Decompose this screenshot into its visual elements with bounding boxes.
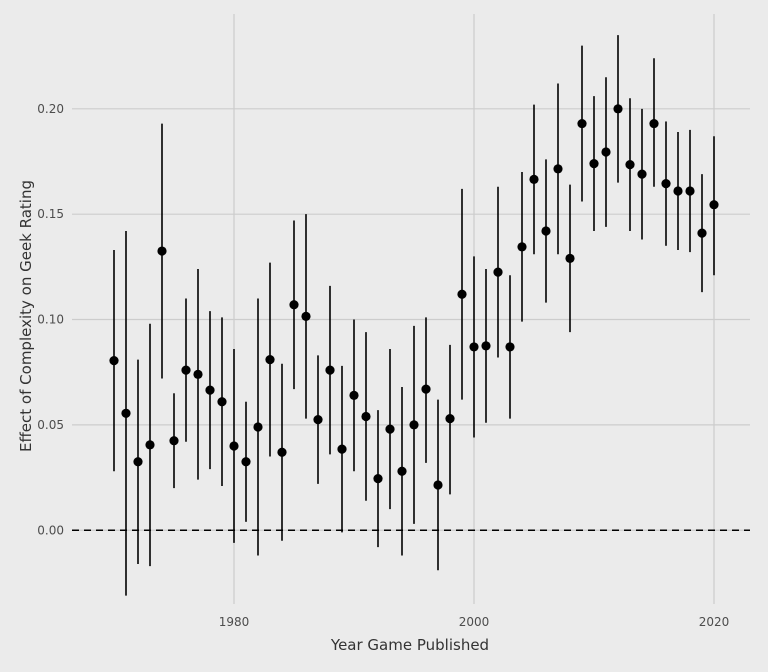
data-point bbox=[409, 420, 419, 430]
data-point bbox=[265, 354, 275, 365]
data-point bbox=[565, 253, 575, 264]
data-point bbox=[517, 242, 527, 252]
data-point bbox=[241, 457, 251, 467]
data-point bbox=[217, 397, 227, 407]
data-point bbox=[709, 200, 719, 210]
x-axis-title: Year Game Published bbox=[330, 636, 489, 654]
data-point bbox=[457, 289, 467, 299]
gridlines bbox=[72, 14, 750, 604]
x-tick-label: 1980 bbox=[219, 615, 250, 629]
data-point bbox=[577, 118, 587, 129]
data-point bbox=[445, 413, 455, 424]
data-point bbox=[181, 365, 191, 375]
data-point bbox=[337, 444, 347, 454]
data-point bbox=[373, 474, 383, 484]
data-point bbox=[349, 390, 359, 400]
data-point bbox=[625, 160, 635, 170]
data-point bbox=[505, 342, 515, 352]
data-point bbox=[253, 422, 263, 432]
data-point bbox=[313, 415, 323, 425]
y-tick-label: 0.15 bbox=[37, 207, 64, 221]
data-point bbox=[697, 228, 707, 238]
data-point bbox=[121, 408, 131, 418]
y-axis-title: Effect of Complexity on Geek Rating bbox=[17, 180, 35, 452]
y-tick-label: 0.05 bbox=[37, 418, 64, 432]
data-point bbox=[277, 447, 287, 457]
data-points bbox=[109, 104, 719, 490]
data-point bbox=[481, 341, 491, 351]
data-point bbox=[553, 164, 563, 174]
data-point bbox=[169, 436, 179, 446]
data-point bbox=[589, 159, 599, 169]
x-tick-label: 2020 bbox=[699, 615, 730, 629]
data-point bbox=[229, 441, 239, 451]
data-point bbox=[385, 424, 395, 434]
data-point bbox=[601, 147, 611, 157]
y-tick-label: 0.10 bbox=[37, 313, 64, 327]
data-point bbox=[469, 342, 479, 352]
data-point bbox=[133, 457, 143, 467]
data-point bbox=[673, 186, 683, 196]
data-point bbox=[193, 369, 203, 379]
data-point bbox=[541, 226, 551, 236]
x-tick-label: 2000 bbox=[459, 615, 490, 629]
data-point bbox=[685, 186, 695, 196]
y-tick-label: 0.00 bbox=[37, 523, 64, 537]
data-point bbox=[493, 267, 503, 277]
data-point bbox=[109, 356, 119, 366]
data-point bbox=[289, 300, 299, 310]
data-point bbox=[301, 311, 311, 321]
data-point bbox=[661, 179, 671, 189]
data-point bbox=[529, 174, 539, 185]
data-point bbox=[649, 118, 659, 129]
data-point bbox=[397, 466, 407, 476]
data-point bbox=[637, 169, 647, 179]
data-point bbox=[157, 246, 167, 256]
data-point bbox=[613, 104, 623, 114]
data-point bbox=[205, 385, 215, 395]
data-point bbox=[433, 480, 443, 490]
data-point bbox=[361, 411, 371, 422]
data-point bbox=[421, 384, 431, 394]
data-point bbox=[325, 365, 335, 375]
tick-labels: 0.00 0.05 0.10 0.15 0.20 1980 2000 2020 bbox=[37, 102, 729, 629]
data-point bbox=[145, 440, 155, 450]
y-tick-label: 0.20 bbox=[37, 102, 64, 116]
